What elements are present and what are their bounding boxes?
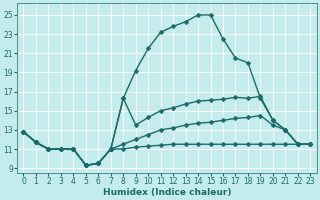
X-axis label: Humidex (Indice chaleur): Humidex (Indice chaleur) xyxy=(103,188,231,197)
